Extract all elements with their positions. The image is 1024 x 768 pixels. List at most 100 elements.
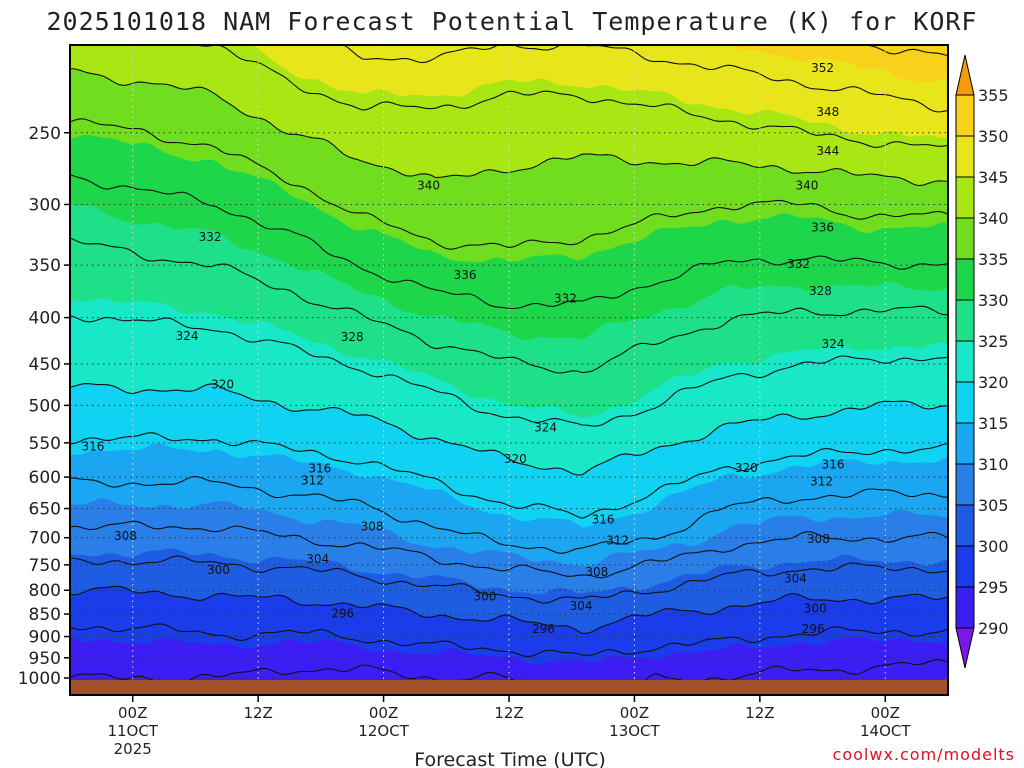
contour-label: 300 (207, 563, 230, 577)
contour-line-328 (70, 237, 948, 374)
contour-label: 336 (811, 220, 834, 234)
colorbar-tick-label: 330 (978, 291, 1009, 310)
contour-label: 352 (811, 61, 834, 75)
x-tick-label: 00Z (118, 704, 147, 722)
contour-line-324 (70, 314, 948, 427)
colorbar-segment (955, 217, 975, 260)
contour-label: 312 (606, 534, 629, 548)
x-tick-label: 00Z (620, 704, 649, 722)
contour-label: 320 (211, 377, 234, 391)
contour-label: 332 (554, 291, 577, 305)
contour-label: 296 (532, 622, 555, 636)
credit-text: coolwx.com/modelts (833, 745, 1015, 764)
contour-label: 332 (787, 257, 810, 271)
contour-label: 296 (802, 622, 825, 636)
contour-label: 316 (822, 457, 845, 471)
x-tick-label: 12Z (243, 704, 272, 722)
y-tick-label: 400 (29, 309, 61, 329)
contour-label: 340 (795, 179, 818, 193)
y-tick-label: 550 (29, 434, 61, 454)
contour-label: 308 (114, 529, 137, 543)
colorbar-segment (955, 94, 975, 137)
x-tick-date: 14OCT (860, 722, 911, 740)
y-tick-label: 900 (29, 628, 61, 648)
contour-label-layer: 352 348 344 340 340 336 336 332 332 332 328 328 324 3… (82, 61, 845, 636)
y-axis-pressure: 250 300 350 400 450 500 550 600 650 700 750 800 850 9… (18, 124, 70, 689)
contour-label: 328 (809, 284, 832, 298)
colorbar-segment (955, 545, 975, 588)
colorbar: 355 350 345 340 335 330 325 320 315 310 305 300 295 2… (955, 54, 1009, 669)
colorbar-segment (955, 340, 975, 383)
y-tick-label: 350 (29, 256, 61, 276)
contour-label: 304 (570, 599, 593, 613)
contour-label: 300 (804, 601, 827, 615)
contour-label: 336 (454, 268, 477, 282)
x-tick-date: 13OCT (609, 722, 660, 740)
y-tick-label: 250 (29, 124, 61, 144)
colorbar-tick-label: 340 (978, 209, 1009, 228)
contour-label: 304 (306, 552, 329, 566)
colorbar-segment (955, 258, 975, 301)
colorbar-segment (955, 504, 975, 547)
colorbar-segment (955, 463, 975, 506)
y-tick-label: 300 (29, 195, 61, 215)
colorbar-tick-label: 315 (978, 414, 1009, 433)
y-tick-label: 1000 (18, 669, 61, 689)
colorbar-tick-label: 290 (978, 619, 1009, 638)
contour-line-316 (70, 432, 948, 519)
colorbar-segment (955, 586, 975, 629)
colorbar-tick-label: 355 (978, 86, 1009, 105)
colorbar-segment (955, 299, 975, 342)
x-tick-date: 11OCT (107, 722, 158, 740)
y-tick-label: 700 (29, 529, 61, 549)
contour-label: 308 (361, 519, 384, 533)
x-tick-label: 00Z (369, 704, 398, 722)
contour-label: 332 (199, 230, 222, 244)
x-tick-label: 00Z (871, 704, 900, 722)
colorbar-segment (955, 176, 975, 219)
x-tick-year: 2025 (114, 740, 152, 758)
y-tick-label: 600 (29, 468, 61, 488)
y-tick-label: 950 (29, 649, 61, 669)
contour-label: 308 (585, 565, 608, 579)
contour-label: 320 (735, 461, 758, 475)
contour-line-300 (70, 585, 948, 634)
colorbar-segment (955, 135, 975, 178)
colorbar-tick-label: 310 (978, 455, 1009, 474)
contour-label: 316 (82, 439, 105, 453)
y-tick-label: 800 (29, 581, 61, 601)
contour-label: 328 (341, 330, 364, 344)
colorbar-segment (955, 381, 975, 424)
colorbar-tick-label: 305 (978, 496, 1009, 515)
contour-label: 324 (176, 329, 199, 343)
contour-line-308 (70, 520, 948, 579)
contour-label: 344 (816, 144, 839, 158)
chart-title: 2025101018 NAM Forecast Potential Temper… (47, 7, 978, 36)
colorbar-bottom-arrow (955, 627, 975, 669)
x-axis-label: Forecast Time (UTC) (414, 749, 605, 768)
y-tick-label: 650 (29, 500, 61, 520)
colorbar-tick-label: 345 (978, 168, 1009, 187)
contour-line-292 (70, 659, 948, 695)
contour-label: 312 (301, 473, 324, 487)
colorbar-tick-label: 300 (978, 537, 1009, 556)
plot-area: 352 348 344 340 340 336 336 332 332 332 328 328 324 3… (70, 45, 948, 695)
contour-label: 316 (308, 461, 331, 475)
contour-label: 320 (504, 452, 527, 466)
colorbar-top-arrow (955, 54, 975, 96)
colorbar-segment (955, 422, 975, 465)
x-tick-label: 12Z (745, 704, 774, 722)
colorbar-tick-label: 350 (978, 127, 1009, 146)
y-tick-label: 450 (29, 355, 61, 375)
x-tick-label: 12Z (494, 704, 523, 722)
contour-label: 324 (534, 421, 557, 435)
ground-surface (70, 680, 948, 695)
contour-line-332 (70, 174, 948, 310)
contour-label: 348 (816, 105, 839, 119)
y-tick-label: 750 (29, 556, 61, 576)
contour-label: 308 (807, 532, 830, 546)
colorbar-tick-label: 295 (978, 578, 1009, 597)
contour-line-304 (70, 555, 948, 604)
